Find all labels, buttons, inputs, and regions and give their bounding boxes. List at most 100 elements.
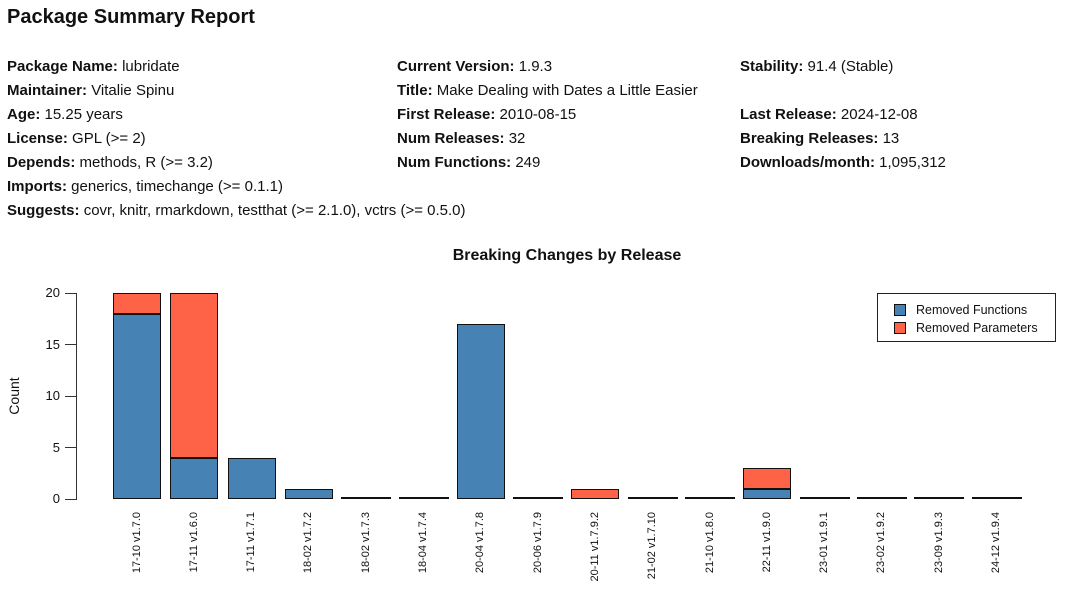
legend-swatch-removed-functions <box>894 304 906 316</box>
meta-field-label: Current Version: <box>397 58 519 75</box>
bar-segment-removed-functions <box>170 457 219 499</box>
meta-field-label: License: <box>7 130 73 147</box>
meta-field-label: Imports: <box>7 178 72 195</box>
y-tick <box>65 447 76 448</box>
y-tick <box>65 498 76 500</box>
meta-field-value: covr, knitr, rmarkdown, testthat (>= 2.1… <box>83 202 466 219</box>
x-tick-label: 17-11 v1.7.1 <box>245 512 258 573</box>
bar-segment-removed-functions <box>227 457 276 499</box>
meta-field-value: 15.25 years <box>44 106 123 123</box>
meta-field-first-release: First Release: 2010-08-15 <box>397 105 576 125</box>
meta-field-value: 249 <box>515 154 541 171</box>
x-tick-label: 20-06 v1.7.9 <box>531 512 544 574</box>
bar-segment-removed-parameters <box>743 468 792 489</box>
meta-field-label: Suggests: <box>7 202 84 219</box>
x-tick-label: 24-12 v1.9.4 <box>990 512 1002 574</box>
bar-zero-line <box>627 497 678 499</box>
y-tick-label: 20 <box>45 285 60 300</box>
legend-entry-removed-functions: Removed Functions <box>878 301 1055 319</box>
meta-field-maintainer: Maintainer: Vitalie Spinu <box>7 81 174 101</box>
bar-zero-line <box>914 497 965 499</box>
bar-segment-removed-functions <box>113 313 161 499</box>
meta-field-label: Last Release: <box>740 106 841 123</box>
meta-field-value: methods, R (>= 3.2) <box>79 154 213 171</box>
x-tick-label: 17-10 v1.7.0 <box>130 512 143 574</box>
meta-field-label: Age: <box>7 106 45 123</box>
meta-field-label: Maintainer: <box>7 82 92 99</box>
meta-field-license: License: GPL (>= 2) <box>7 129 146 149</box>
bar-segment-removed-parameters <box>571 488 620 499</box>
x-tick-label: 23-09 v1.9.3 <box>932 512 945 574</box>
meta-field-label: Breaking Releases: <box>740 130 883 147</box>
y-tick-label: 15 <box>45 336 60 352</box>
x-tick-label: 17-11 v1.6.0 <box>187 512 200 573</box>
x-tick-label: 22-11 v1.9.0 <box>760 512 773 573</box>
meta-field-value: 1,095,312 <box>879 154 946 171</box>
x-tick-label: 20-04 v1.7.8 <box>474 512 487 574</box>
y-tick-label: 5 <box>52 439 60 455</box>
x-tick-label: 18-02 v1.7.3 <box>359 512 372 574</box>
meta-field-last-release: Last Release: 2024-12-08 <box>740 105 918 125</box>
meta-field-value: Make Dealing with Dates a Little Easier <box>436 82 698 99</box>
bar-segment-removed-parameters <box>113 293 161 314</box>
meta-field-label: Num Functions: <box>397 154 516 171</box>
meta-field-age: Age: 15.25 years <box>7 105 123 125</box>
y-tick <box>65 344 76 345</box>
meta-field-value: lubridate <box>122 58 180 75</box>
legend-label-removed-functions: Removed Functions <box>916 303 1028 317</box>
x-tick-label: 20-11 v1.7.9.2 <box>588 512 601 582</box>
meta-field-value: 2010-08-15 <box>499 106 577 123</box>
meta-field-value: 32 <box>508 130 526 147</box>
y-axis-label: Count <box>6 377 22 415</box>
meta-field-label: Stability: <box>740 58 808 75</box>
legend: Removed Functions Removed Parameters <box>877 293 1056 342</box>
meta-field-label: Package Name: <box>7 58 123 75</box>
meta-field-value: generics, timechange (>= 0.1.1) <box>71 178 283 195</box>
meta-field-suggests: Suggests: covr, knitr, rmarkdown, testth… <box>7 201 466 221</box>
bar-zero-line <box>513 497 564 499</box>
chart-title: Breaking Changes by Release <box>452 247 682 264</box>
bar-zero-line <box>799 497 850 499</box>
bar-zero-line <box>971 497 1022 499</box>
y-tick <box>65 395 76 397</box>
bar-zero-line <box>341 497 392 499</box>
y-tick <box>65 292 76 294</box>
meta-field-downloads-month: Downloads/month: 1,095,312 <box>740 153 946 173</box>
meta-field-value: 1.9.3 <box>518 58 553 75</box>
x-tick-label: 23-02 v1.9.2 <box>875 512 888 574</box>
meta-field-label: Depends: <box>7 154 80 171</box>
x-tick-label: 23-01 v1.9.1 <box>818 512 831 574</box>
bar-segment-removed-functions <box>284 488 333 499</box>
meta-field-package-name: Package Name: lubridate <box>7 57 180 77</box>
meta-field-num-releases: Num Releases: 32 <box>397 129 525 149</box>
meta-field-num-functions: Num Functions: 249 <box>397 153 540 173</box>
meta-field-value: GPL (>= 2) <box>72 130 146 147</box>
legend-entry-removed-parameters: Removed Parameters <box>878 319 1055 337</box>
bar-segment-removed-parameters <box>170 293 219 458</box>
y-tick-label: 10 <box>45 388 60 403</box>
meta-field-title: Title: Make Dealing with Dates a Little … <box>397 81 698 101</box>
meta-field-imports: Imports: generics, timechange (>= 0.1.1) <box>7 177 283 197</box>
meta-field-current-version: Current Version: 1.9.3 <box>397 57 552 77</box>
meta-field-stability: Stability: 91.4 (Stable) <box>740 57 893 77</box>
legend-label-removed-parameters: Removed Parameters <box>916 321 1038 335</box>
meta-field-value: 2024-12-08 <box>840 106 918 123</box>
x-tick-label: 18-02 v1.7.2 <box>302 512 315 574</box>
meta-field-value: Vitalie Spinu <box>91 82 175 99</box>
meta-field-breaking-releases: Breaking Releases: 13 <box>740 129 899 149</box>
y-axis-line <box>76 293 77 500</box>
bar-segment-removed-functions <box>456 323 505 499</box>
meta-field-value: 13 <box>882 130 900 147</box>
y-tick-label: 0 <box>52 491 60 506</box>
x-tick-label: 18-04 v1.7.4 <box>417 512 429 574</box>
meta-field-label: Downloads/month: <box>740 154 880 171</box>
meta-field-depends: Depends: methods, R (>= 3.2) <box>7 153 213 173</box>
legend-swatch-removed-parameters <box>894 322 906 334</box>
page-title: Package Summary Report <box>7 6 255 28</box>
meta-field-value: 91.4 (Stable) <box>807 58 894 75</box>
meta-field-label: Title: <box>397 82 437 99</box>
bar-segment-removed-functions <box>743 488 792 499</box>
bar-zero-line <box>685 497 735 499</box>
bar-zero-line <box>856 497 907 499</box>
